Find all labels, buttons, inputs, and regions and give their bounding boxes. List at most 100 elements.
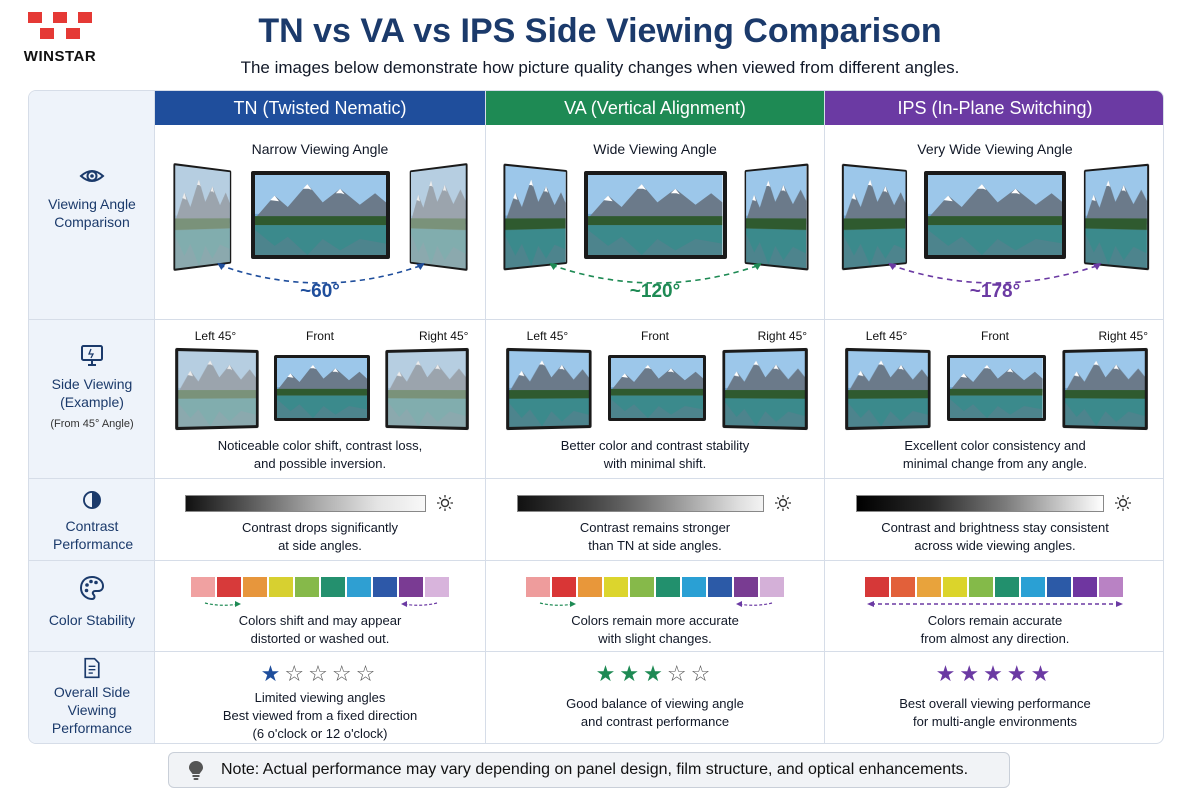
color-text-1: Colors remain more accurate xyxy=(486,612,824,629)
color-swatch xyxy=(604,577,628,597)
side-left-screen xyxy=(175,348,259,430)
angle-title: Very Wide Viewing Angle xyxy=(825,141,1164,158)
star-filled-icon: ★ xyxy=(261,661,285,686)
color-swatch xyxy=(865,577,889,597)
angle-title: Wide Viewing Angle xyxy=(486,141,824,158)
panel-header: TN (Twisted Nematic) xyxy=(155,91,485,125)
mountain-lake-image xyxy=(611,358,703,418)
label-right-45: Right 45° xyxy=(758,329,808,343)
contrast-icon xyxy=(81,489,103,511)
row-label-side-text: Side Viewing (Example) xyxy=(29,375,155,411)
overall-text-2: Best viewed from a fixed direction xyxy=(155,707,485,724)
rating-stars: ★★★★★ xyxy=(825,661,1164,687)
color-swatch xyxy=(373,577,397,597)
right-angle-screen xyxy=(410,163,468,271)
mountain-lake-image xyxy=(1065,351,1145,427)
color-swatch xyxy=(578,577,602,597)
label-right-45: Right 45° xyxy=(1099,329,1149,343)
color-swatch xyxy=(995,577,1019,597)
star-filled-icon: ★ xyxy=(959,661,983,686)
mountain-lake-image xyxy=(505,166,565,268)
star-empty-icon: ☆ xyxy=(332,661,356,686)
panel-header-text: IPS (In-Plane Switching) xyxy=(897,98,1092,119)
overall-text-3: (6 o'clock or 12 o'clock) xyxy=(155,725,485,742)
row-label-color: Color Stability xyxy=(29,575,155,629)
color-text-2: with slight changes. xyxy=(486,630,824,647)
row-label-side: Side Viewing (Example) (From 45° Angle) xyxy=(29,343,155,433)
color-swatch xyxy=(1047,577,1071,597)
color-swatch xyxy=(399,577,423,597)
left-angle-screen xyxy=(174,163,232,271)
star-empty-icon: ☆ xyxy=(308,661,332,686)
side-left-screen xyxy=(846,348,932,430)
page-subtitle: The images below demonstrate how picture… xyxy=(0,58,1200,78)
left-angle-screen xyxy=(503,163,567,270)
panel-column-tn: TN (Twisted Nematic) Narrow Viewing Angl… xyxy=(155,91,486,744)
side-viewing-text-2: minimal change from any angle. xyxy=(825,455,1164,472)
mountain-lake-image xyxy=(510,351,590,427)
star-filled-icon: ★ xyxy=(643,661,667,686)
row-label-viewing-text: Viewing Angle Comparison xyxy=(29,195,155,231)
row-label-column: Viewing Angle Comparison Side Viewing (E… xyxy=(29,91,155,744)
footnote: Note: Actual performance may vary depend… xyxy=(168,752,1010,788)
panel-column-va: VA (Vertical Alignment) Wide Viewing Ang… xyxy=(486,91,825,744)
page-title: TN vs VA vs IPS Side Viewing Comparison xyxy=(0,12,1200,51)
eye-icon xyxy=(79,163,105,189)
overall-text-2: for multi-angle environments xyxy=(825,713,1164,730)
side-front-screen xyxy=(274,355,370,421)
viewing-angle-value: ~120° xyxy=(486,281,824,303)
mountain-lake-image xyxy=(843,166,905,268)
overall-text-1: Best overall viewing performance xyxy=(825,695,1164,712)
color-text-2: from almost any direction. xyxy=(825,630,1164,647)
document-icon xyxy=(81,657,103,679)
row-label-overall: Overall Side Viewing Performance xyxy=(29,657,155,737)
star-filled-icon: ★ xyxy=(596,661,620,686)
right-angle-screen xyxy=(744,163,808,270)
overall-text-1: Limited viewing angles xyxy=(155,689,485,706)
palette-icon xyxy=(79,575,105,601)
front-screen xyxy=(251,171,390,259)
color-swatch xyxy=(295,577,319,597)
mountain-lake-image xyxy=(411,165,465,268)
side-right-screen xyxy=(1062,348,1148,430)
rating-stars: ★★★☆☆ xyxy=(486,661,824,687)
mountain-lake-image xyxy=(1085,166,1147,268)
contrast-text-2: at side angles. xyxy=(155,537,485,554)
mountain-lake-image xyxy=(588,175,722,255)
lightbulb-icon xyxy=(185,759,207,781)
color-swatch xyxy=(552,577,576,597)
panel-column-ips: IPS (In-Plane Switching) Very Wide Viewi… xyxy=(825,91,1164,744)
row-label-contrast-text: Contrast Performance xyxy=(29,517,155,553)
mountain-lake-image xyxy=(178,351,256,427)
star-empty-icon: ☆ xyxy=(284,661,308,686)
side-left-screen xyxy=(506,348,592,430)
color-shift-arrows xyxy=(865,599,1125,609)
side-viewing-text-1: Noticeable color shift, contrast loss, xyxy=(155,437,485,454)
star-filled-icon: ★ xyxy=(1007,661,1031,686)
footnote-text: Note: Actual performance may vary depend… xyxy=(221,761,968,779)
sun-icon xyxy=(774,494,792,512)
contrast-text-1: Contrast drops significantly xyxy=(155,519,485,536)
color-swatch xyxy=(630,577,654,597)
color-swatch xyxy=(1021,577,1045,597)
side-front-screen xyxy=(608,355,706,421)
color-swatch-strip xyxy=(526,577,786,597)
star-filled-icon: ★ xyxy=(983,661,1007,686)
contrast-text-2: than TN at side angles. xyxy=(486,537,824,554)
color-swatch xyxy=(656,577,680,597)
color-swatch xyxy=(217,577,241,597)
star-empty-icon: ☆ xyxy=(667,661,691,686)
comparison-table: Viewing Angle Comparison Side Viewing (E… xyxy=(28,90,1164,744)
color-text-1: Colors shift and may appear xyxy=(155,612,485,629)
color-swatch xyxy=(682,577,706,597)
side-right-screen xyxy=(386,348,470,430)
color-swatch xyxy=(943,577,967,597)
viewing-angle-value: ~178° xyxy=(825,281,1164,303)
star-filled-icon: ★ xyxy=(936,661,960,686)
row-label-viewing: Viewing Angle Comparison xyxy=(29,163,155,231)
color-shift-arrows xyxy=(191,599,451,609)
mountain-lake-image xyxy=(255,175,386,255)
side-viewing-text-2: with minimal shift. xyxy=(486,455,824,472)
front-screen xyxy=(584,171,726,259)
color-swatch xyxy=(321,577,345,597)
